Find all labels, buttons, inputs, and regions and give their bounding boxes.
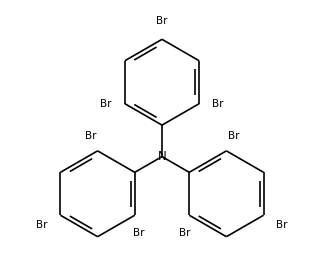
Text: Br: Br bbox=[85, 131, 96, 141]
Text: Br: Br bbox=[276, 219, 288, 230]
Text: Br: Br bbox=[36, 219, 48, 230]
Text: Br: Br bbox=[156, 17, 168, 26]
Text: Br: Br bbox=[133, 228, 145, 238]
Text: Br: Br bbox=[179, 228, 191, 238]
Text: Br: Br bbox=[228, 131, 239, 141]
Text: Br: Br bbox=[212, 99, 224, 109]
Text: N: N bbox=[157, 150, 167, 163]
Text: Br: Br bbox=[100, 99, 112, 109]
